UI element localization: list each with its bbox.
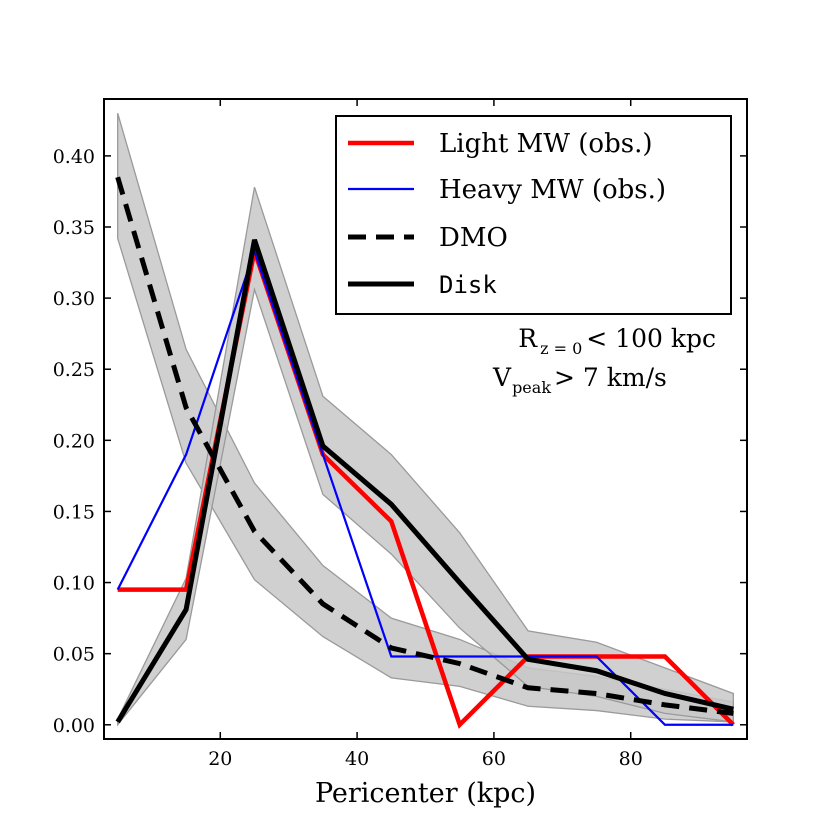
x-tick-label: 20 — [208, 748, 232, 770]
legend-label-disk: Disk — [439, 271, 497, 299]
y-tick-label: 0.00 — [53, 715, 95, 737]
y-tick-label: 0.20 — [53, 430, 95, 452]
annotation-vpeak-condition: > 7 km/s — [554, 363, 667, 392]
plot-frame — [103, 98, 748, 740]
x-tick-label: 60 — [482, 748, 506, 770]
annotation-vpeak-subscript: peak — [512, 378, 551, 397]
annotation-radius-condition: < 100 kpc — [586, 324, 716, 353]
x-tick-label: 40 — [345, 748, 369, 770]
y-tick-label: 0.35 — [53, 217, 95, 239]
series-line-disk — [115, 239, 734, 724]
legend: Light MW (obs.) Heavy MW (obs.) DMO Disk — [335, 115, 732, 315]
annotation-vpeak-symbol: V — [492, 363, 512, 392]
annotation-radius-symbol: R — [518, 324, 538, 353]
x-tick-label: 80 — [619, 748, 643, 770]
y-tick-label: 0.25 — [53, 359, 95, 381]
legend-label-dmo: DMO — [439, 223, 508, 253]
x-axis-title: Pericenter (kpc) — [315, 778, 536, 809]
legend-label-heavy-mw: Heavy MW (obs.) — [439, 175, 666, 205]
y-tick-label: 0.10 — [53, 573, 95, 595]
legend-label-light-mw: Light MW (obs.) — [439, 129, 652, 159]
series-line-dmo — [115, 176, 734, 716]
annotation-vpeak-cut: Vpeak > 7 km/s — [492, 363, 667, 397]
data-lines — [115, 176, 735, 729]
y-tick-label: 0.30 — [53, 288, 95, 310]
annotation-radius-subscript: z = 0 — [540, 339, 582, 358]
y-tick-label: 0.40 — [53, 146, 95, 168]
legend-box — [335, 115, 732, 315]
y-tick-label: 0.15 — [53, 501, 95, 523]
y-tick-label: 0.05 — [53, 644, 95, 666]
axis-ticks: 20 40 60 80 0.00 0.05 0.10 0.15 0.20 0.25 0.30 0.35… — [53, 99, 747, 770]
